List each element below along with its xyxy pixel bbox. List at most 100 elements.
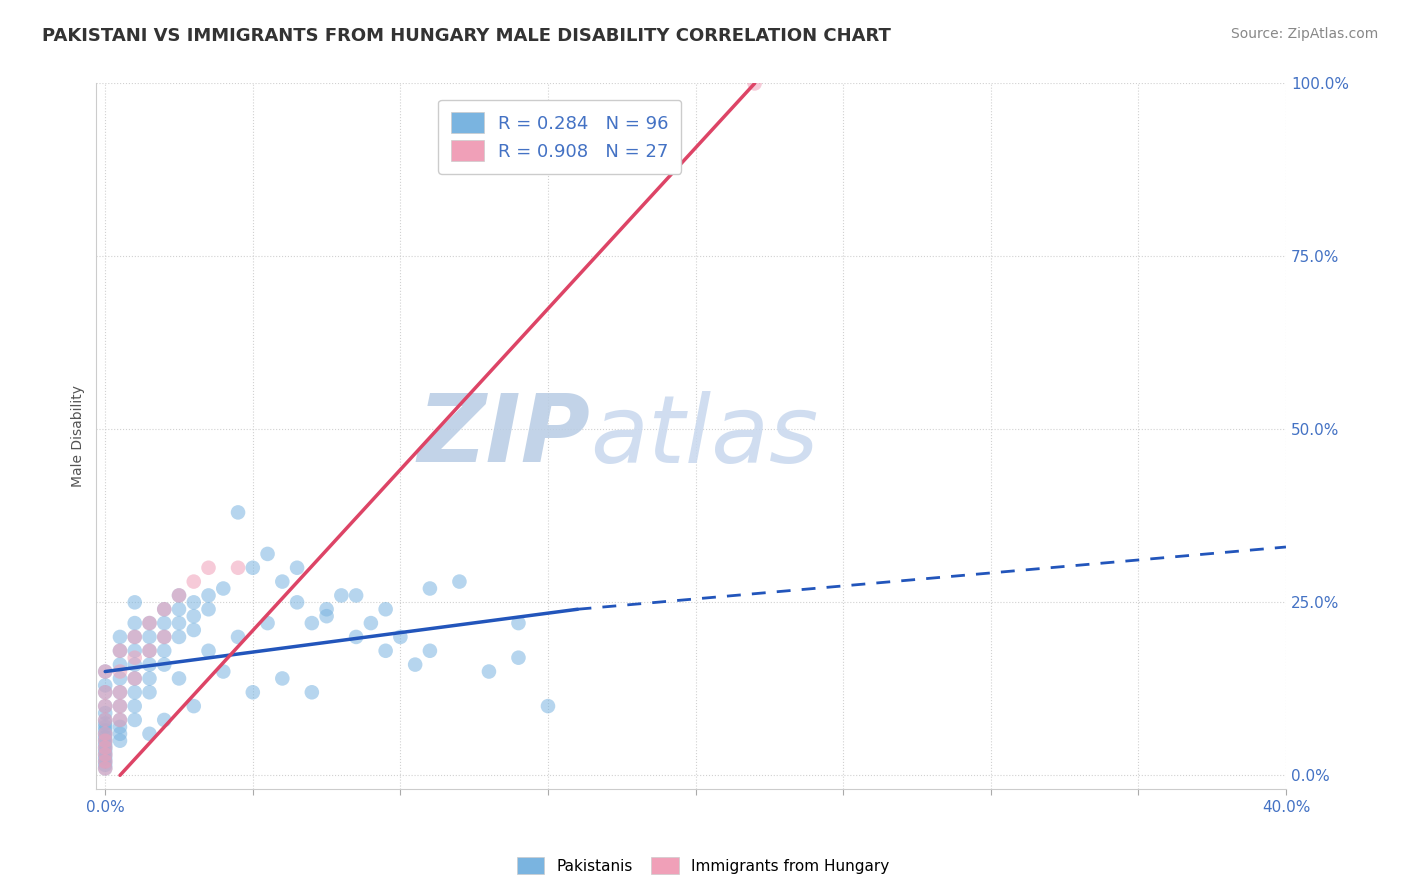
Point xyxy=(94,761,117,775)
Point xyxy=(94,740,117,755)
Point xyxy=(94,665,117,679)
Point xyxy=(108,665,131,679)
Point xyxy=(138,657,160,672)
Point xyxy=(94,751,117,765)
Point xyxy=(138,644,160,658)
Point xyxy=(389,630,412,644)
Point xyxy=(94,720,117,734)
Point xyxy=(212,665,235,679)
Point xyxy=(374,644,396,658)
Point xyxy=(94,678,117,692)
Point xyxy=(124,616,146,631)
Point xyxy=(124,630,146,644)
Text: PAKISTANI VS IMMIGRANTS FROM HUNGARY MALE DISABILITY CORRELATION CHART: PAKISTANI VS IMMIGRANTS FROM HUNGARY MAL… xyxy=(42,27,891,45)
Point xyxy=(153,602,176,616)
Point xyxy=(94,713,117,727)
Point xyxy=(167,630,190,644)
Point xyxy=(167,589,190,603)
Point xyxy=(108,685,131,699)
Point xyxy=(360,616,382,631)
Point xyxy=(94,733,117,747)
Point xyxy=(94,699,117,714)
Point xyxy=(94,713,117,727)
Point xyxy=(419,644,441,658)
Y-axis label: Male Disability: Male Disability xyxy=(72,385,86,487)
Point xyxy=(153,630,176,644)
Point xyxy=(183,609,205,624)
Point xyxy=(374,602,396,616)
Point xyxy=(108,644,131,658)
Point xyxy=(124,650,146,665)
Point xyxy=(108,630,131,644)
Point xyxy=(108,657,131,672)
Text: atlas: atlas xyxy=(591,391,818,482)
Point xyxy=(124,699,146,714)
Point xyxy=(94,755,117,769)
Point xyxy=(183,595,205,609)
Point xyxy=(94,747,117,762)
Point xyxy=(537,699,560,714)
Point xyxy=(138,672,160,686)
Point xyxy=(94,716,117,731)
Point xyxy=(94,723,117,738)
Point xyxy=(197,560,219,574)
Legend: R = 0.284   N = 96, R = 0.908   N = 27: R = 0.284 N = 96, R = 0.908 N = 27 xyxy=(439,100,681,174)
Point xyxy=(108,720,131,734)
Point xyxy=(138,630,160,644)
Point xyxy=(153,657,176,672)
Legend: Pakistanis, Immigrants from Hungary: Pakistanis, Immigrants from Hungary xyxy=(510,851,896,880)
Point xyxy=(94,755,117,769)
Point xyxy=(108,727,131,741)
Point xyxy=(138,644,160,658)
Point xyxy=(94,699,117,714)
Point xyxy=(124,672,146,686)
Point xyxy=(94,685,117,699)
Point xyxy=(167,589,190,603)
Point xyxy=(301,685,323,699)
Point xyxy=(449,574,471,589)
Point xyxy=(301,616,323,631)
Point xyxy=(108,713,131,727)
Point xyxy=(271,672,294,686)
Point xyxy=(197,589,219,603)
Point xyxy=(124,685,146,699)
Point xyxy=(124,644,146,658)
Point xyxy=(183,699,205,714)
Point xyxy=(478,665,501,679)
Point xyxy=(94,706,117,720)
Point xyxy=(212,582,235,596)
Point xyxy=(242,560,264,574)
Point xyxy=(108,733,131,747)
Point xyxy=(94,737,117,751)
Point xyxy=(124,657,146,672)
Point xyxy=(153,616,176,631)
Point xyxy=(108,699,131,714)
Point xyxy=(138,616,160,631)
Point xyxy=(256,616,278,631)
Text: ZIP: ZIP xyxy=(418,391,591,483)
Point xyxy=(108,699,131,714)
Text: Source: ZipAtlas.com: Source: ZipAtlas.com xyxy=(1230,27,1378,41)
Point xyxy=(183,623,205,637)
Point xyxy=(315,602,337,616)
Point xyxy=(508,650,530,665)
Point xyxy=(94,731,117,745)
Point xyxy=(197,644,219,658)
Point xyxy=(94,685,117,699)
Point xyxy=(344,589,367,603)
Point xyxy=(153,602,176,616)
Point xyxy=(138,616,160,631)
Point xyxy=(94,733,117,747)
Point xyxy=(167,672,190,686)
Point xyxy=(94,744,117,758)
Point xyxy=(124,672,146,686)
Point xyxy=(108,672,131,686)
Point xyxy=(124,713,146,727)
Point xyxy=(744,77,766,91)
Point xyxy=(226,505,249,519)
Point xyxy=(167,616,190,631)
Point xyxy=(108,713,131,727)
Point xyxy=(330,589,353,603)
Point xyxy=(404,657,426,672)
Point xyxy=(285,595,308,609)
